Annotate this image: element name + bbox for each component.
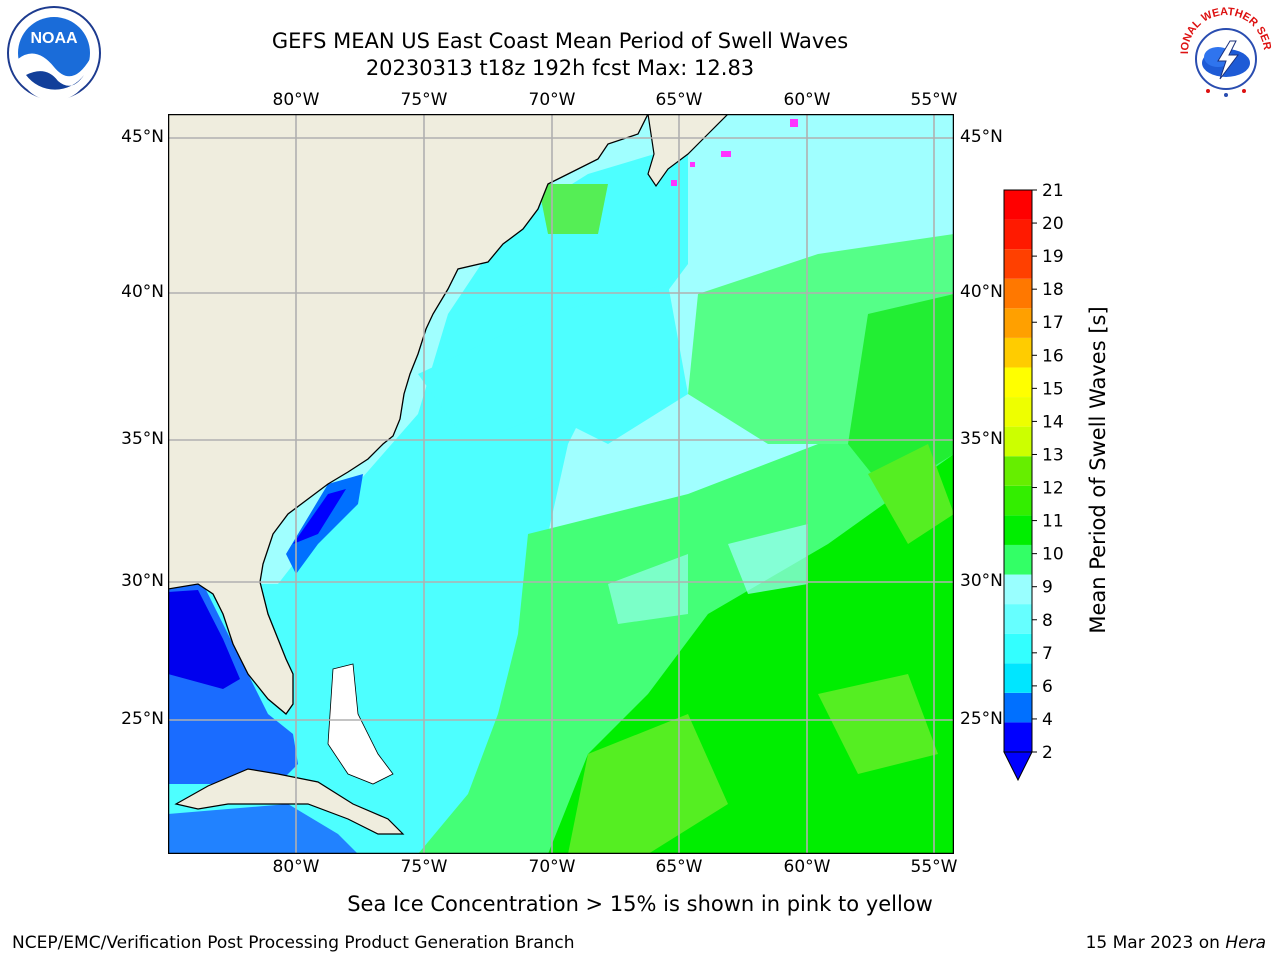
lat-label-left-30n: 30°N bbox=[121, 571, 164, 591]
colorbar-tick-label: 9 bbox=[1042, 578, 1053, 598]
colorbar-tick-label: 2 bbox=[1042, 743, 1053, 763]
colorbar-tick-label: 8 bbox=[1042, 611, 1053, 631]
graticule bbox=[168, 114, 954, 854]
lat-label-right-40n: 40°N bbox=[960, 282, 1003, 302]
us-landmass bbox=[168, 114, 649, 715]
lon-label-top-80w: 80°W bbox=[272, 90, 320, 110]
sea-ice-mark bbox=[721, 151, 731, 157]
colorbar-tick-label: 19 bbox=[1042, 247, 1064, 267]
lon-label-top-55w: 55°W bbox=[910, 90, 958, 110]
gulf-deep-blue bbox=[168, 590, 240, 689]
pale-patch-2 bbox=[608, 554, 688, 624]
yellow-green-patch-3 bbox=[818, 674, 938, 774]
lat-label-left-25n: 25°N bbox=[121, 709, 164, 729]
footer-left: NCEP/EMC/Verification Post Processing Pr… bbox=[12, 933, 575, 953]
lat-label-left-40n: 40°N bbox=[121, 282, 164, 302]
colorbar-cell bbox=[1004, 397, 1032, 427]
swell-period-map bbox=[168, 114, 954, 854]
sea-ice-mark bbox=[790, 119, 798, 127]
sea-ice-mark bbox=[671, 180, 677, 186]
colorbar-tick-label: 14 bbox=[1042, 412, 1064, 432]
lon-label-top-65w: 65°W bbox=[655, 90, 703, 110]
colorbar-cell bbox=[1004, 633, 1032, 664]
nova-scotia bbox=[647, 114, 729, 188]
colorbar-tick-label: 13 bbox=[1042, 445, 1064, 465]
colorbar-tick-label: 17 bbox=[1042, 313, 1064, 333]
colorbar-cell bbox=[1004, 249, 1032, 279]
nws-logo: NATIONAL WEATHER SERVICE bbox=[1178, 5, 1273, 99]
colorbar-cell bbox=[1004, 663, 1032, 693]
coast-blue-band bbox=[286, 474, 363, 574]
lat-label-right-45n: 45°N bbox=[960, 127, 1003, 147]
colorbar-tick-label: 7 bbox=[1042, 644, 1053, 664]
bahamas-banks bbox=[327, 663, 394, 785]
colorbar-cell bbox=[1004, 456, 1032, 486]
colorbar-cell bbox=[1004, 426, 1032, 457]
colorbar-cell bbox=[1004, 278, 1032, 309]
colorbar-cell bbox=[1004, 722, 1032, 752]
colorbar-cell bbox=[1004, 485, 1032, 516]
green-northeast bbox=[848, 294, 954, 494]
yellow-green-patch-2 bbox=[868, 444, 954, 544]
colorbar-cell bbox=[1004, 604, 1032, 634]
cuba bbox=[174, 768, 405, 835]
noaa-logo: NOAA bbox=[7, 6, 101, 101]
colorbar-cell bbox=[1004, 692, 1032, 723]
lon-label-top-60w: 60°W bbox=[783, 90, 831, 110]
colorbar-cell bbox=[1004, 515, 1032, 545]
colorbar-tick-label: 4 bbox=[1042, 710, 1053, 730]
footer-date: 15 Mar 2023 on bbox=[1085, 933, 1220, 953]
sea-ice-mark bbox=[690, 162, 695, 167]
colorbar-tick-label: 11 bbox=[1042, 512, 1064, 532]
pale-patch-1 bbox=[728, 524, 808, 594]
lon-label-bottom-70w: 70°W bbox=[528, 857, 576, 877]
colorbar-extend-arrow bbox=[1003, 751, 1033, 782]
colorbar-tick-label: 20 bbox=[1042, 214, 1064, 234]
title-line-1: GEFS MEAN US East Coast Mean Period of S… bbox=[271, 29, 849, 53]
lon-label-bottom-80w: 80°W bbox=[272, 857, 320, 877]
lat-label-left-35n: 35°N bbox=[121, 429, 164, 449]
lon-label-top-70w: 70°W bbox=[528, 90, 576, 110]
lon-label-top-75w: 75°W bbox=[400, 90, 448, 110]
footer-right: 15 Mar 2023 on Hera bbox=[1086, 933, 1266, 953]
map-frame bbox=[168, 114, 954, 854]
sea-ice-note: Sea Ice Concentration > 15% is shown in … bbox=[347, 892, 933, 916]
colorbar-cell bbox=[1004, 308, 1032, 338]
colorbar-cell bbox=[1004, 337, 1032, 368]
colorbar-tick-label: 15 bbox=[1042, 379, 1064, 399]
lat-label-right-25n: 25°N bbox=[960, 709, 1003, 729]
colorbar-tick-label: 18 bbox=[1042, 280, 1064, 300]
colorbar: 2 4 6 7 8 9 10 11 12 13 14 15 16 17 18 19 20 21 bbox=[1003, 181, 1064, 782]
cyan-shelf bbox=[418, 284, 688, 444]
colorbar-cell bbox=[1004, 574, 1032, 605]
colorbar-cell bbox=[1004, 367, 1032, 398]
colorbar-label: Mean Period of Swell Waves [s] bbox=[1086, 306, 1110, 634]
colorbar-tick-label: 12 bbox=[1042, 479, 1064, 499]
colorbar-tick-label: 16 bbox=[1042, 346, 1064, 366]
lon-label-bottom-75w: 75°W bbox=[400, 857, 448, 877]
colorbar-tick-label: 6 bbox=[1042, 677, 1053, 697]
colorbar-cell bbox=[1004, 190, 1032, 220]
yellow-green-patch-1 bbox=[568, 714, 728, 854]
coast-deep-blue bbox=[293, 489, 346, 544]
title-line-2: 20230313 t18z 192h fcst Max: 12.83 bbox=[365, 56, 755, 80]
lat-label-left-45n: 45°N bbox=[121, 127, 164, 147]
noaa-logo-text: NOAA bbox=[30, 30, 78, 47]
colorbar-tick-label: 21 bbox=[1042, 181, 1064, 201]
colorbar-tick-label: 10 bbox=[1042, 545, 1064, 565]
caribbean-blue bbox=[168, 804, 358, 854]
lon-label-bottom-65w: 65°W bbox=[655, 857, 703, 877]
lon-label-bottom-55w: 55°W bbox=[910, 857, 958, 877]
colorbar-cell bbox=[1004, 219, 1032, 250]
gulf-of-maine-green bbox=[538, 184, 608, 234]
colorbar-cell bbox=[1004, 544, 1032, 575]
lat-label-right-35n: 35°N bbox=[960, 429, 1003, 449]
lon-label-bottom-60w: 60°W bbox=[783, 857, 831, 877]
lat-label-right-30n: 30°N bbox=[960, 571, 1003, 591]
footer-host: Hera bbox=[1225, 933, 1266, 953]
